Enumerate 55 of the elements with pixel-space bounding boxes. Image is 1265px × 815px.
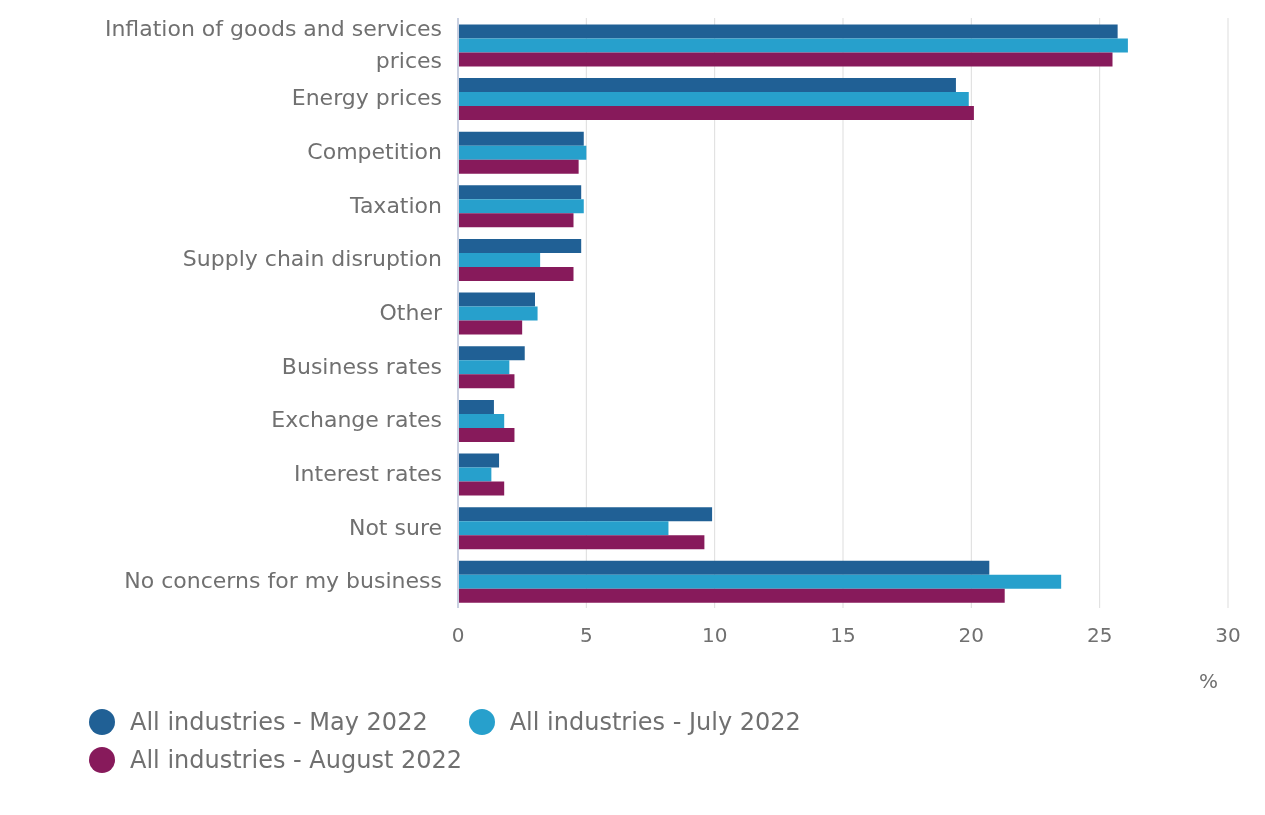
bar <box>458 78 956 93</box>
bar <box>458 266 574 281</box>
y-tick-label: Supply chain disruption <box>182 246 442 272</box>
bar <box>458 399 494 414</box>
y-tick-label: Energy prices <box>291 85 442 111</box>
bar <box>458 252 541 267</box>
x-tick-label: 15 <box>830 623 856 648</box>
legend-label: All industries - August 2022 <box>130 746 463 774</box>
bar <box>458 199 584 214</box>
x-tick-label: 20 <box>958 623 985 648</box>
x-tick-label: 10 <box>701 623 728 648</box>
x-tick-label: 25 <box>1086 623 1113 648</box>
bar <box>458 92 969 107</box>
bar <box>458 38 1128 53</box>
bar <box>458 535 705 550</box>
y-tick-label: Taxation <box>349 192 442 218</box>
bar <box>458 453 500 468</box>
bar <box>458 560 990 575</box>
bar <box>458 24 1118 39</box>
bar <box>458 588 1005 603</box>
bar <box>458 159 579 174</box>
bar <box>458 346 525 361</box>
bar <box>458 306 538 321</box>
y-tick-label: Interest rates <box>294 460 442 486</box>
y-tick-label: Exchange rates <box>271 407 442 433</box>
y-tick-label: Competition <box>307 139 442 165</box>
bar <box>458 213 574 228</box>
bar <box>458 320 523 335</box>
bar <box>458 238 582 253</box>
bar <box>458 507 713 522</box>
bar <box>458 427 515 442</box>
y-tick-label: Inflation of goods and services prices <box>104 15 442 73</box>
bar <box>458 481 505 496</box>
x-axis-title: % <box>1198 669 1218 693</box>
bar <box>458 467 492 482</box>
x-tick-label: 0 <box>451 623 465 648</box>
bar <box>458 131 584 146</box>
y-tick-label: Not sure <box>348 514 442 540</box>
bar <box>458 106 974 121</box>
bar <box>458 145 587 160</box>
bar <box>458 292 535 307</box>
bar <box>458 374 515 389</box>
legend-label: All industries - May 2022 <box>130 708 428 736</box>
bar <box>458 413 505 428</box>
legend-label: All industries - July 2022 <box>509 708 801 736</box>
x-tick-label: 5 <box>579 623 593 648</box>
x-tick-label: 30 <box>1215 623 1241 648</box>
bar <box>458 521 669 536</box>
y-tick-label: No concerns for my business <box>124 568 442 594</box>
bar <box>458 360 510 375</box>
bar <box>458 185 582 200</box>
y-tick-label: Other <box>379 300 443 325</box>
y-tick-label: Business rates <box>281 353 442 379</box>
bar <box>458 52 1113 67</box>
bar <box>458 574 1062 589</box>
